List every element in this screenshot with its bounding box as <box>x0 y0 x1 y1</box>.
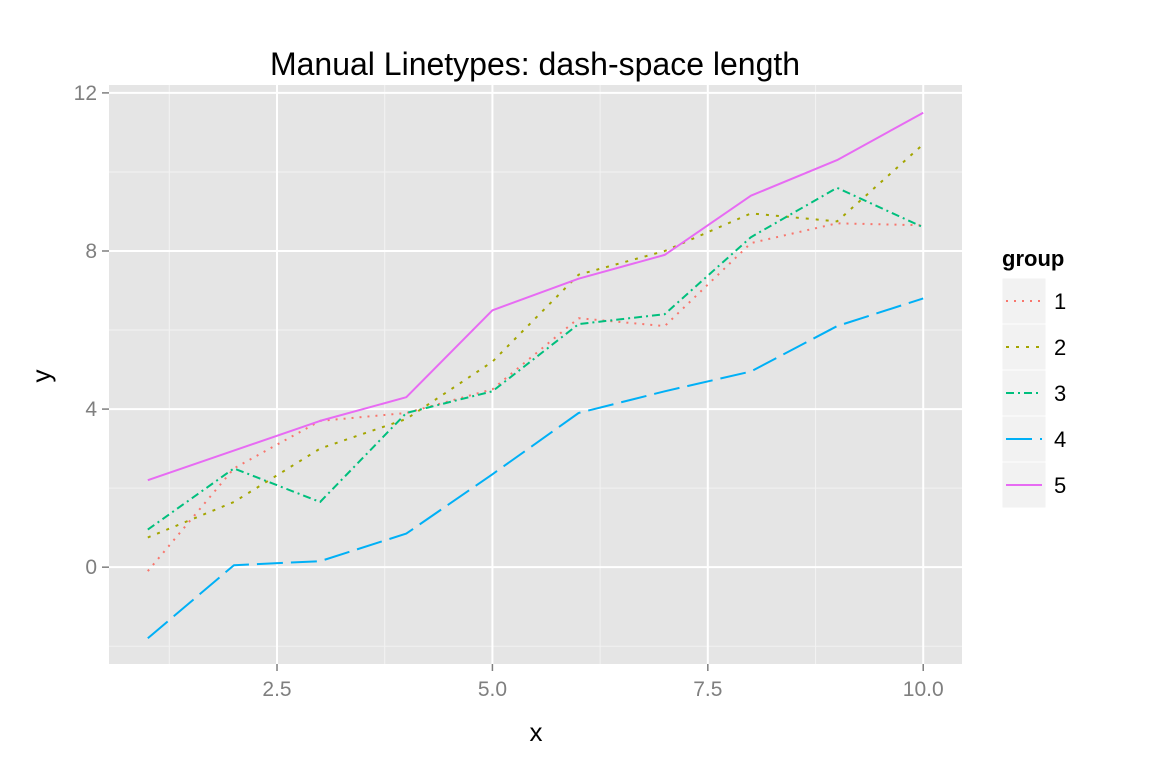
legend-title: group <box>1002 246 1064 271</box>
y-tick-label: 8 <box>85 240 97 263</box>
grid-lines <box>109 85 962 664</box>
x-tick-label: 5.0 <box>478 678 507 701</box>
series-line-2 <box>147 143 924 539</box>
legend-item-2: 2 <box>1001 323 1066 371</box>
y-axis-label: y <box>26 370 56 383</box>
legend-items: 1 2 3 4 5 <box>1001 277 1066 509</box>
x-tick-label: 7.5 <box>693 678 722 701</box>
series-line-4 <box>147 297 924 640</box>
x-axis: 2.5 5.0 7.5 10.0 <box>262 664 944 701</box>
legend-item-1: 1 <box>1001 277 1066 325</box>
series-line-1 <box>147 222 924 572</box>
x-axis-label: x <box>530 717 543 747</box>
series-line-3 <box>147 186 924 531</box>
x-tick-label: 10.0 <box>903 678 944 701</box>
legend-label: 3 <box>1054 381 1066 406</box>
chart-title: Manual Linetypes: dash-space length <box>270 46 800 82</box>
legend-label: 1 <box>1054 289 1066 314</box>
legend-item-5: 5 <box>1001 461 1066 509</box>
legend-label: 5 <box>1054 473 1066 498</box>
legend-label: 4 <box>1054 427 1066 452</box>
legend-item-3: 3 <box>1001 369 1066 417</box>
series-line-5 <box>147 111 924 482</box>
x-tick-label: 2.5 <box>262 678 291 701</box>
y-axis: 0 4 8 12 <box>74 82 109 579</box>
y-tick-label: 4 <box>85 398 97 421</box>
legend: group 1 2 3 4 5 <box>1001 246 1066 509</box>
legend-item-4: 4 <box>1001 415 1066 463</box>
legend-label: 2 <box>1054 335 1066 360</box>
y-tick-label: 12 <box>74 82 97 105</box>
y-tick-label: 0 <box>85 556 97 579</box>
series-lines <box>147 111 924 640</box>
